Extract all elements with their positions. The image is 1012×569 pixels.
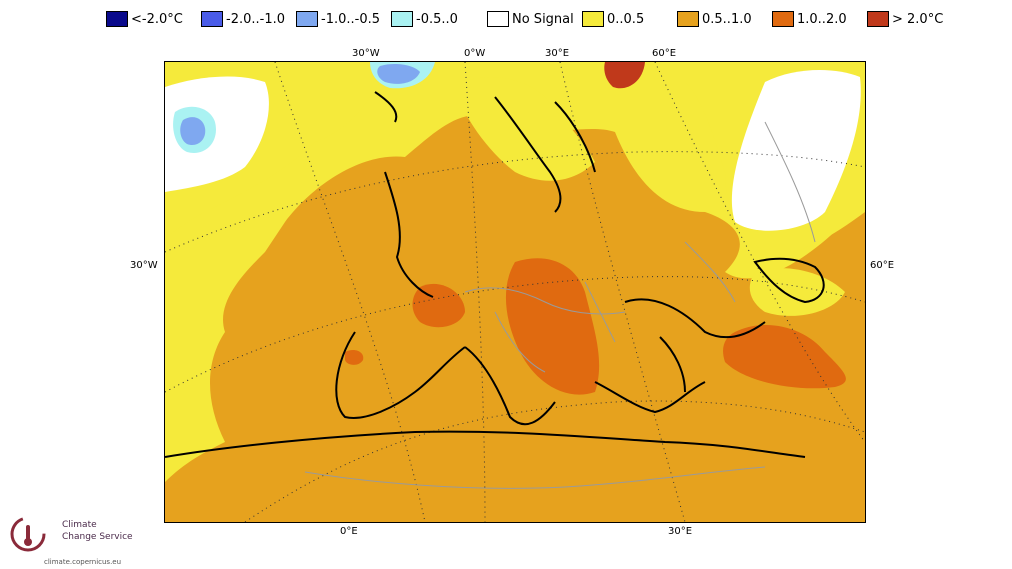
temperature-anomaly-map: [164, 61, 866, 523]
legend-label: 0..0.5: [607, 11, 645, 27]
logo-line-1: Climate: [62, 520, 97, 530]
legend-swatch: [772, 11, 794, 27]
graticule: [165, 62, 865, 522]
copernicus-logo: Climate Change Service climate.copernicu…: [10, 512, 170, 566]
coord-top-30w: 30°W: [352, 48, 380, 59]
legend-label: 0.5..1.0: [702, 11, 752, 27]
region-cold-1: [180, 117, 206, 146]
legend-swatch: [487, 11, 509, 27]
legend-label: No Signal: [512, 11, 574, 27]
legend-swatch: [391, 11, 413, 27]
climate-logo-icon: [10, 516, 46, 552]
coastlines: [165, 91, 825, 458]
coord-top-60e: 60°E: [652, 48, 677, 59]
coord-bottom-0e: 0°E: [340, 526, 358, 537]
legend-item-0-05: 0..0.5: [582, 8, 644, 30]
region-hot-central: [505, 258, 600, 395]
region-hot-middle-east: [723, 324, 846, 389]
legend-label: -0.5..0: [416, 11, 458, 27]
legend-swatch: [296, 11, 318, 27]
legend-item-no-signal: No Signal: [487, 8, 574, 30]
region-no-signal-russia: [731, 70, 861, 231]
legend-item-minus2-minus1: -2.0..-1.0: [201, 8, 285, 30]
coord-right-60e: 60°E: [870, 260, 895, 271]
region-hottest-north: [604, 62, 645, 89]
map-canvas: [165, 62, 865, 522]
region-hot-west: [412, 283, 465, 328]
legend-label: <-2.0°C: [131, 11, 183, 27]
coord-top-0w: 0°W: [464, 48, 486, 59]
legend-label: > 2.0°C: [892, 11, 944, 27]
legend-swatch: [677, 11, 699, 27]
region-no-signal-greenland: [165, 76, 269, 192]
legend-swatch: [106, 11, 128, 27]
coord-top-30e: 30°E: [545, 48, 570, 59]
coord-left-30w: 30°W: [130, 260, 158, 271]
legend-item-1-2: 1.0..2.0: [772, 8, 847, 30]
legend-item-lt-minus2: <-2.0°C: [106, 8, 183, 30]
country-borders: [304, 121, 816, 489]
legend: <-2.0°C -2.0..-1.0 -1.0..-0.5 -0.5..0 No…: [0, 8, 1012, 30]
logo-url: climate.copernicus.eu: [44, 558, 122, 566]
coord-bottom-30e: 30°E: [668, 526, 693, 537]
legend-label: -2.0..-1.0: [226, 11, 285, 27]
legend-swatch: [582, 11, 604, 27]
legend-swatch: [201, 11, 223, 27]
logo-line-2: Change Service: [62, 532, 133, 542]
legend-label: -1.0..-0.5: [321, 11, 380, 27]
legend-item-05-1: 0.5..1.0: [677, 8, 752, 30]
region-yellow-scandinavia: [465, 77, 595, 181]
region-hot-iberia: [345, 349, 364, 365]
region-yellow-caspian: [749, 268, 845, 316]
legend-swatch: [867, 11, 889, 27]
legend-item-minus05-0: -0.5..0: [391, 8, 458, 30]
region-cold-north-core: [377, 64, 420, 84]
legend-item-gt-2: > 2.0°C: [867, 8, 943, 30]
legend-label: 1.0..2.0: [797, 11, 847, 27]
legend-item-minus1-minus05: -1.0..-0.5: [296, 8, 380, 30]
